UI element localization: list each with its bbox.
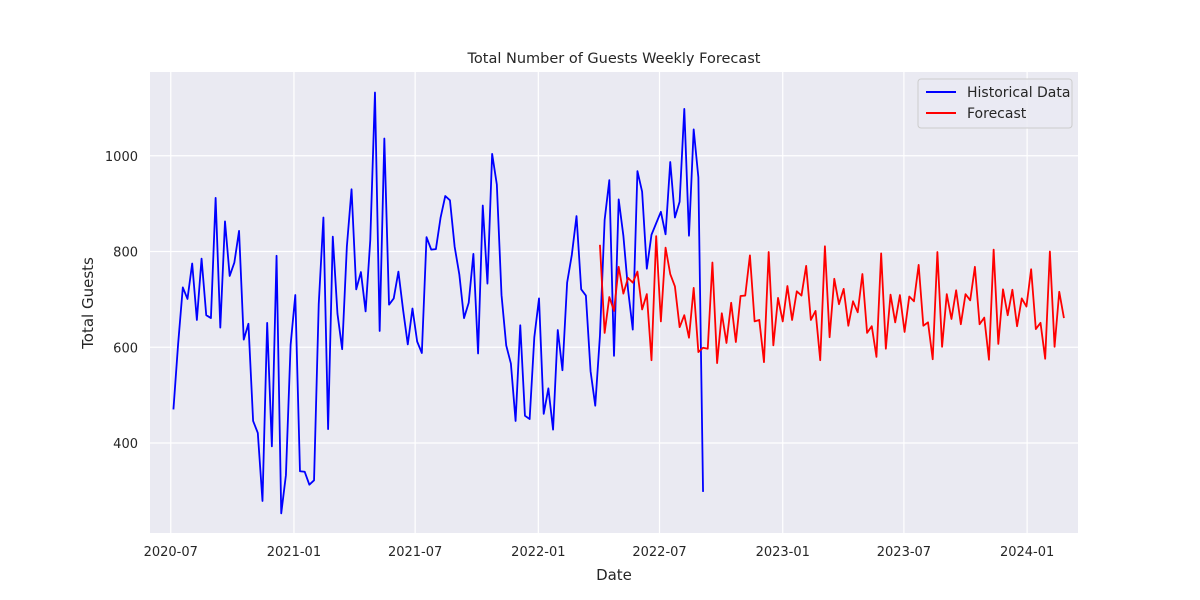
legend-label-forecast: Forecast xyxy=(967,106,1027,122)
y-tick-label: 1000 xyxy=(105,150,138,165)
x-tick-label: 2022-01 xyxy=(511,545,565,560)
chart-title: Total Number of Guests Weekly Forecast xyxy=(467,51,761,67)
x-tick-label: 2020-07 xyxy=(144,545,198,560)
legend-label-historical: Historical Data xyxy=(967,85,1070,101)
x-tick-label: 2023-01 xyxy=(756,545,810,560)
x-tick-label: 2022-07 xyxy=(632,545,686,560)
series-line-historical xyxy=(172,91,704,515)
series-line-forecast xyxy=(599,235,1065,364)
y-axis-label: Total Guests xyxy=(79,257,97,350)
y-tick-label: 800 xyxy=(113,246,138,261)
series-layer xyxy=(172,91,1065,515)
x-axis-label: Date xyxy=(596,566,632,584)
x-tick-label: 2021-01 xyxy=(267,545,321,560)
y-tick-label: 600 xyxy=(113,341,138,356)
y-tick-label: 400 xyxy=(113,437,138,452)
x-tick-label: 2023-07 xyxy=(877,545,931,560)
legend: Historical Data Forecast xyxy=(917,78,1073,129)
x-tick-labels: 2020-07 2021-01 2021-07 2022-01 2022-07 2023-… xyxy=(144,545,1055,560)
legend-box xyxy=(917,78,1073,129)
x-tick-label: 2021-07 xyxy=(388,545,442,560)
x-tick-label: 2024-01 xyxy=(1000,545,1054,560)
y-tick-labels: 400 600 800 1000 xyxy=(105,150,138,452)
